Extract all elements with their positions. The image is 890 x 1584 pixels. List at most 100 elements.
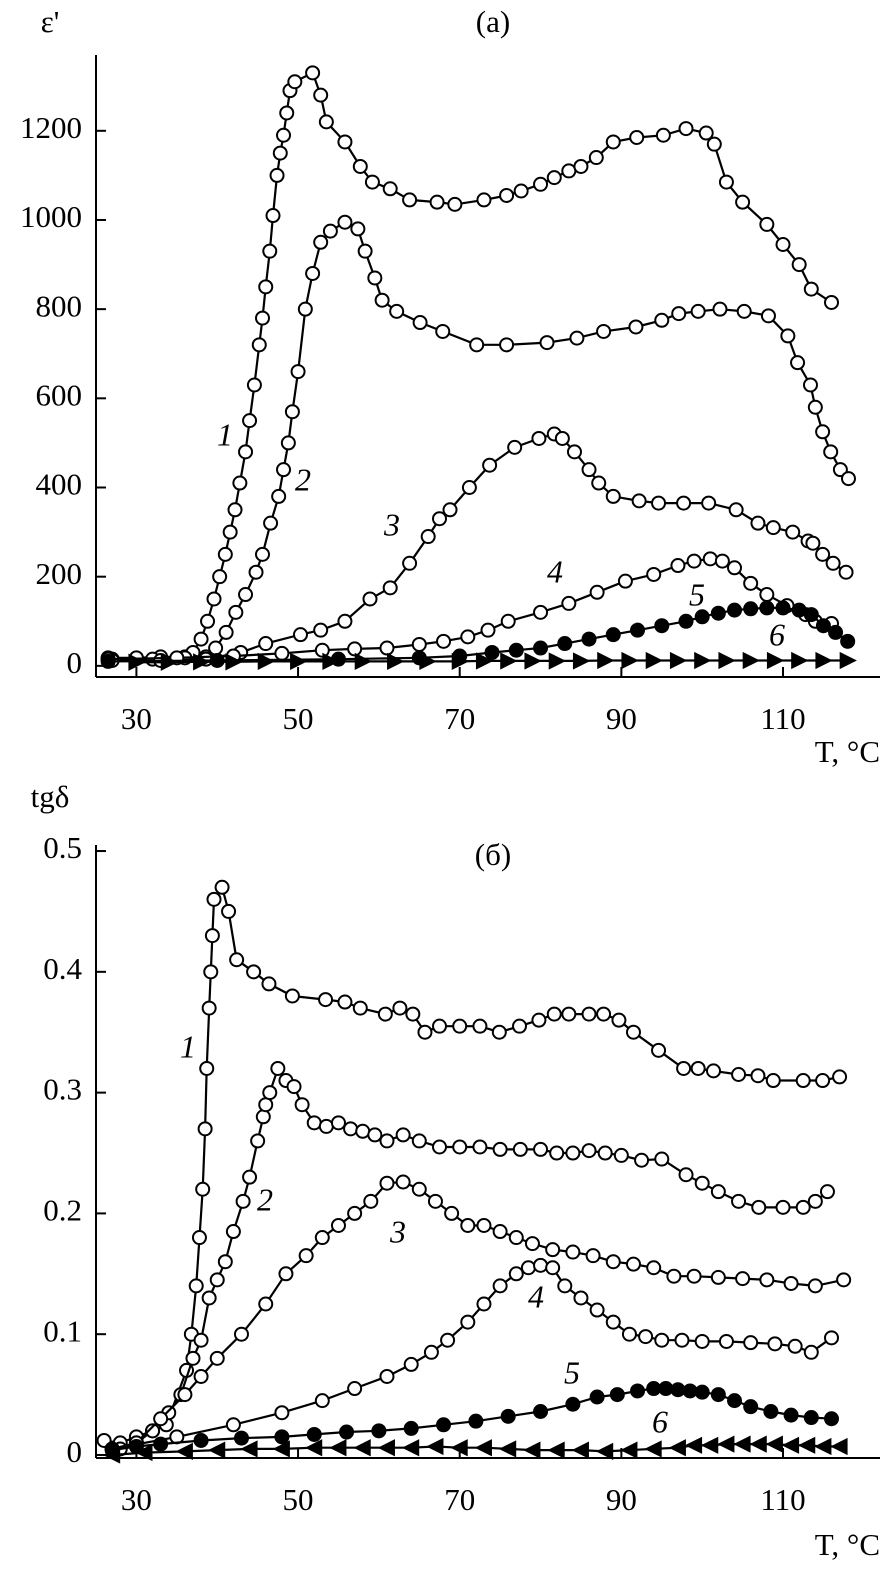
marker: [805, 535, 821, 551]
marker: [512, 1018, 528, 1034]
marker: [646, 566, 662, 582]
marker: [706, 1063, 722, 1079]
marker: [238, 587, 254, 603]
marker: [442, 502, 458, 518]
marker: [353, 1439, 371, 1457]
marker: [102, 1446, 121, 1464]
panel: (б) tgδ T, °C 0 0.1 0.2 0.3 0.4 0.5 30 50 70 90 110 1 2…: [31, 779, 880, 1562]
marker: [678, 613, 694, 629]
marker: [634, 1152, 650, 1168]
marker: [476, 1217, 492, 1233]
marker: [337, 214, 353, 230]
marker: [271, 488, 287, 504]
marker: [284, 404, 300, 420]
marker: [480, 622, 496, 638]
marker: [492, 1141, 508, 1157]
marker: [447, 196, 463, 212]
marker: [313, 87, 329, 103]
marker: [783, 1275, 799, 1291]
marker: [262, 243, 278, 259]
marker: [233, 1430, 249, 1446]
marker: [461, 480, 477, 496]
marker: [492, 1278, 508, 1294]
marker: [733, 1435, 751, 1453]
marker: [645, 651, 663, 670]
marker: [750, 515, 766, 531]
marker: [411, 1181, 427, 1197]
marker: [823, 444, 839, 460]
marker: [363, 1193, 379, 1209]
marker: [840, 471, 856, 487]
marker: [350, 221, 366, 237]
marker: [499, 187, 515, 203]
marker: [803, 607, 819, 623]
marker: [597, 651, 615, 670]
marker: [475, 652, 494, 670]
marker: [573, 1290, 589, 1306]
marker: [284, 988, 300, 1004]
marker: [251, 337, 267, 353]
marker: [290, 652, 308, 671]
marker: [742, 651, 760, 670]
marker: [565, 1244, 581, 1260]
marker: [824, 294, 840, 310]
marker: [644, 1440, 662, 1458]
y-axis-label: tgδ: [31, 779, 70, 814]
series-label: 4: [528, 1278, 544, 1314]
marker: [403, 1420, 419, 1436]
marker: [330, 1217, 346, 1233]
y-tick-label: 0.5: [43, 830, 82, 865]
marker: [491, 1024, 507, 1040]
marker: [352, 158, 368, 174]
marker: [596, 323, 612, 339]
marker: [432, 511, 448, 527]
marker: [379, 640, 395, 656]
marker: [412, 315, 428, 331]
marker: [785, 524, 801, 540]
marker: [807, 1193, 823, 1209]
marker: [476, 1296, 492, 1312]
marker: [221, 903, 237, 919]
marker: [208, 1441, 226, 1459]
marker: [508, 642, 524, 658]
marker: [766, 651, 785, 670]
marker: [803, 281, 819, 297]
marker: [585, 1248, 601, 1264]
marker: [199, 1060, 215, 1076]
y-tick-label: 1200: [20, 110, 82, 145]
marker: [625, 1256, 641, 1272]
marker: [508, 1230, 524, 1246]
marker: [203, 964, 219, 980]
marker: [214, 879, 230, 895]
marker: [208, 640, 224, 656]
series-label: 1: [217, 416, 233, 452]
marker: [571, 1441, 589, 1459]
marker: [533, 604, 549, 620]
marker: [759, 587, 775, 603]
marker: [233, 1326, 249, 1342]
marker: [269, 167, 285, 183]
x-tick-label: 50: [283, 1482, 314, 1517]
marker: [658, 1381, 674, 1397]
marker: [476, 192, 492, 208]
marker: [520, 1260, 536, 1276]
marker: [654, 1332, 670, 1348]
marker: [694, 609, 710, 625]
marker: [783, 1407, 799, 1423]
x-tick-label: 30: [121, 1482, 152, 1517]
marker: [201, 1290, 217, 1306]
marker: [395, 1174, 411, 1190]
marker: [304, 1439, 323, 1457]
marker: [193, 1332, 209, 1348]
marker: [712, 301, 728, 317]
marker: [432, 1018, 448, 1034]
marker: [274, 645, 290, 661]
marker: [795, 1073, 811, 1089]
marker: [395, 1127, 411, 1143]
marker: [440, 1332, 456, 1348]
series-label: 6: [652, 1403, 668, 1439]
marker: [830, 1437, 848, 1456]
marker: [760, 308, 776, 324]
marker: [775, 236, 791, 252]
marker: [743, 601, 759, 617]
